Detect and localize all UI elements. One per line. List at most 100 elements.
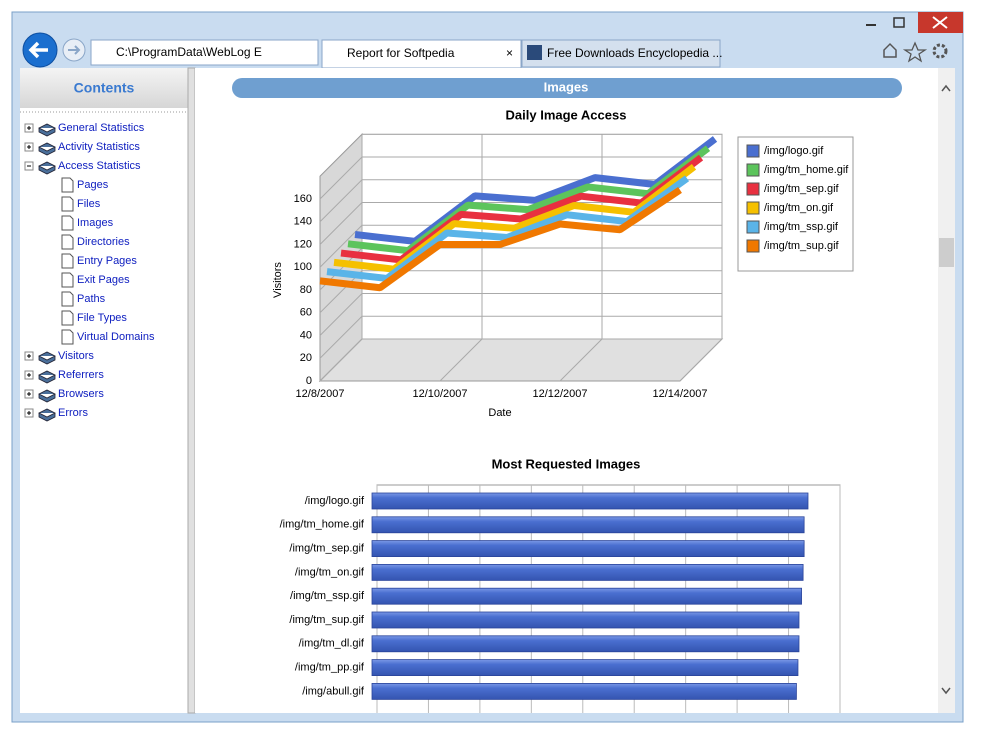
page-icon [61, 253, 74, 269]
book-icon [38, 408, 56, 422]
settings-icon[interactable] [932, 43, 948, 59]
bar [371, 492, 809, 510]
page-icon [61, 329, 74, 345]
bar [371, 587, 802, 605]
floor [318, 338, 724, 382]
y-tick-label: /img/tm_dl.gif [299, 638, 365, 650]
legend-swatch [746, 239, 760, 253]
tree-item[interactable]: Paths [77, 293, 106, 305]
legend-label: /img/tm_ssp.gif [764, 221, 839, 233]
page-icon [61, 177, 74, 193]
tree-item[interactable]: Referrers [58, 369, 104, 381]
tree-item[interactable]: Browsers [58, 388, 104, 400]
page-icon [61, 310, 74, 326]
legend-swatch [746, 201, 760, 215]
y-tick-label: 20 [300, 352, 312, 364]
section-header [232, 78, 902, 98]
tab-favicon [527, 45, 542, 60]
page-icon [61, 196, 74, 212]
expander-sign [27, 126, 31, 130]
chart-title: Daily Image Access [506, 107, 627, 122]
bar [371, 611, 800, 629]
scroll-thumb[interactable] [939, 238, 954, 267]
bar [371, 540, 805, 557]
book-icon [38, 351, 56, 365]
legend-swatch [746, 163, 760, 177]
page-icon [61, 234, 74, 250]
page-icon [61, 291, 74, 307]
bar [371, 564, 804, 581]
back-arrow [28, 41, 48, 59]
legend-label: /img/logo.gif [764, 145, 824, 157]
y-tick-label: 160 [294, 193, 312, 205]
y-tick-label: /img/tm_on.gif [295, 566, 365, 578]
book-icon [38, 370, 56, 384]
sidebar-header [20, 68, 188, 108]
bar [371, 683, 797, 700]
chart-title: Most Requested Images [492, 456, 641, 471]
grid-line [559, 134, 603, 382]
home-icon[interactable] [883, 42, 897, 58]
book-icon [38, 389, 56, 403]
series-line [319, 186, 682, 292]
tree-item[interactable]: Activity Statistics [58, 141, 140, 153]
tab-title: Report for Softpedia [347, 46, 455, 60]
y-tick-label: /img/tm_pp.gif [295, 662, 365, 674]
y-tick-label: /img/tm_ssp.gif [290, 590, 365, 602]
book-icon [38, 142, 56, 156]
tree-item[interactable]: Errors [58, 407, 88, 419]
legend-label: /img/tm_sep.gif [764, 183, 840, 195]
tree-item[interactable]: Exit Pages [77, 274, 130, 286]
y-tick-label: /img/tm_sep.gif [289, 543, 365, 555]
legend-label: /img/tm_on.gif [764, 202, 834, 214]
tree-item[interactable]: Entry Pages [77, 255, 137, 267]
close-icon [932, 16, 948, 29]
book-icon [38, 123, 56, 137]
bar [371, 659, 799, 676]
scroll-down[interactable] [941, 687, 951, 695]
y-tick-label: 120 [294, 238, 312, 250]
tab-inactive[interactable] [521, 39, 721, 68]
book-icon [38, 161, 56, 175]
tree-item[interactable]: File Types [77, 312, 127, 324]
y-axis-label: Visitors [272, 262, 284, 298]
favorites-icon[interactable] [902, 41, 928, 63]
y-tick-label: /img/tm_sup.gif [289, 614, 365, 626]
y-tick-label: /img/abull.gif [302, 685, 365, 697]
tree-item[interactable]: Images [77, 217, 114, 229]
y-tick-label: 60 [300, 307, 312, 319]
legend-label: /img/tm_sup.gif [764, 240, 840, 252]
tab-close[interactable]: × [506, 46, 513, 60]
expander-sign [27, 411, 31, 415]
sidebar-title: Contents [74, 80, 135, 96]
scrollbar[interactable] [938, 68, 955, 713]
expander-sign [27, 145, 31, 149]
x-axis-label: Date [488, 407, 511, 419]
forward-arrow [68, 45, 81, 55]
y-tick-label: 0 [306, 375, 312, 387]
scroll-up[interactable] [941, 84, 951, 92]
x-tick-label: 12/8/2007 [296, 388, 345, 400]
tree-item[interactable]: Files [77, 198, 101, 210]
page-icon [61, 272, 74, 288]
grid-line [679, 134, 723, 382]
address-bar[interactable] [90, 39, 319, 66]
tree-item[interactable]: Visitors [58, 350, 94, 362]
bar [371, 635, 800, 653]
tree-item[interactable]: Access Statistics [58, 160, 141, 172]
tab-title: Free Downloads Encyclopedia ... [547, 46, 722, 60]
page-icon [61, 215, 74, 231]
x-tick-label: 12/14/2007 [652, 388, 707, 400]
tree-item[interactable]: Pages [77, 179, 109, 191]
tree-item[interactable]: Directories [77, 236, 130, 248]
tree-item[interactable]: General Statistics [58, 122, 145, 134]
tree-item[interactable]: Virtual Domains [77, 331, 155, 343]
maximize-button[interactable] [893, 17, 905, 28]
section-title: Images [544, 79, 589, 94]
grid-line [439, 134, 483, 382]
y-tick-label: 140 [294, 216, 312, 228]
y-tick-label: /img/tm_home.gif [280, 519, 365, 531]
legend-label: /img/tm_home.gif [764, 164, 849, 176]
